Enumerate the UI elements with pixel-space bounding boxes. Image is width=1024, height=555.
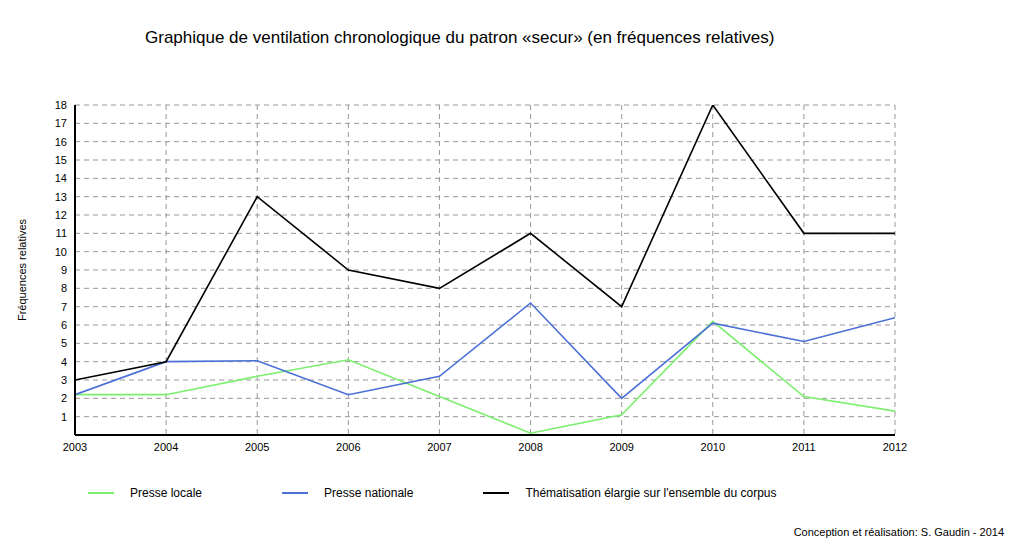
- svg-text:14: 14: [55, 172, 67, 184]
- svg-text:2004: 2004: [154, 441, 178, 453]
- svg-text:18: 18: [55, 99, 67, 111]
- html-text:Presse locale: Presse locale: [130, 486, 202, 500]
- html-text:Presse nationale: Presse nationale: [324, 486, 414, 500]
- html-text:Graphique de ventilation chron: Graphique de ventilation chronologique d…: [145, 28, 775, 47]
- svg-text:Fréquences relatives: Fréquences relatives: [16, 218, 28, 321]
- svg-text:8: 8: [61, 282, 67, 294]
- svg-text:6: 6: [61, 319, 67, 331]
- svg-text:2003: 2003: [63, 441, 87, 453]
- svg-text:10: 10: [55, 246, 67, 258]
- svg-text:16: 16: [55, 136, 67, 148]
- svg-text:15: 15: [55, 154, 67, 166]
- svg-text:2005: 2005: [245, 441, 269, 453]
- svg-text:5: 5: [61, 337, 67, 349]
- svg-text:2012: 2012: [883, 441, 907, 453]
- html-text:Thématisation élargie sur l'en: Thématisation élargie sur l'ensemble du …: [525, 486, 777, 500]
- svg-text:3: 3: [61, 374, 67, 386]
- svg-text:2: 2: [61, 392, 67, 404]
- svg-text:1: 1: [61, 411, 67, 423]
- html-text:Conception et réalisation: S.: Conception et réalisation: S. Gaudin - 2…: [793, 526, 1004, 538]
- svg-text:4: 4: [61, 356, 67, 368]
- svg-text:2011: 2011: [792, 441, 816, 453]
- svg-text:2008: 2008: [518, 441, 542, 453]
- svg-text:11: 11: [56, 227, 67, 239]
- svg-text:9: 9: [61, 264, 67, 276]
- svg-text:2010: 2010: [701, 441, 725, 453]
- svg-text:2006: 2006: [336, 441, 360, 453]
- svg-text:17: 17: [55, 117, 67, 129]
- svg-text:2009: 2009: [609, 441, 633, 453]
- svg-text:12: 12: [55, 209, 67, 221]
- svg-text:2007: 2007: [427, 441, 451, 453]
- svg-text:7: 7: [61, 301, 67, 313]
- svg-text:13: 13: [55, 191, 67, 203]
